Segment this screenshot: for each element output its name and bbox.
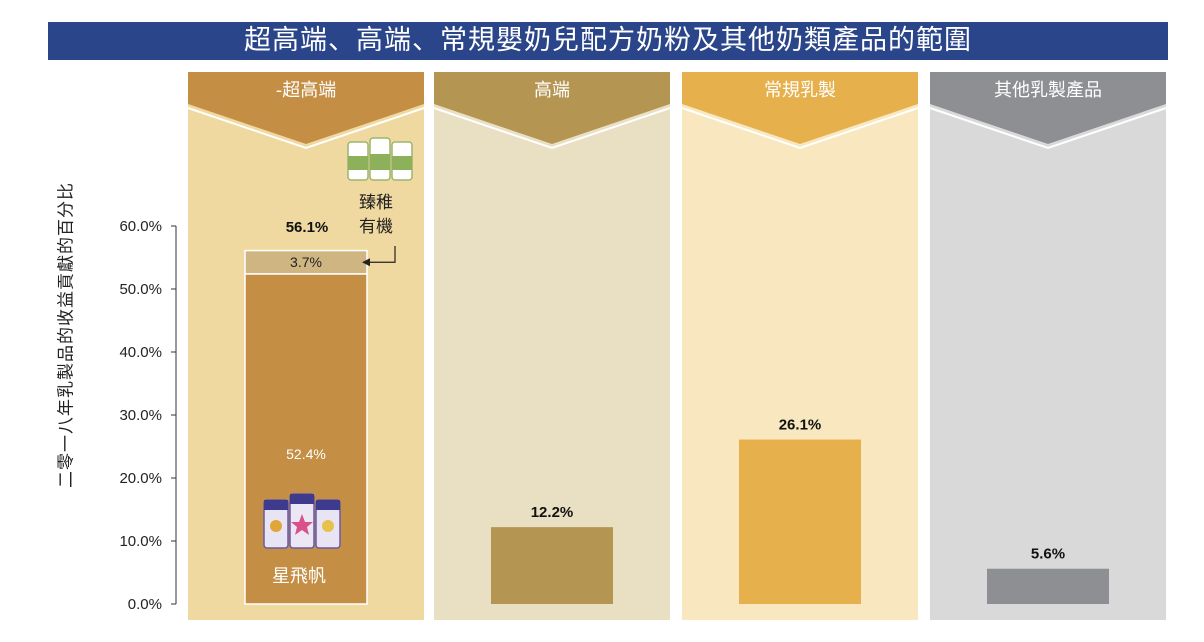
panel-other-background bbox=[930, 72, 1166, 620]
main-brand-label: 星飛帆 bbox=[272, 566, 326, 587]
chart-title: 超高端、高端、常規嬰奶兒配方奶粉及其他奶類產品的範圍 bbox=[48, 22, 1168, 60]
bar-other-segment-1 bbox=[987, 568, 1109, 604]
panel-other-header bbox=[930, 72, 1166, 144]
y-tick-label: 50.0% bbox=[119, 281, 162, 298]
bar-super-premium-total-label: 56.1% bbox=[286, 219, 329, 236]
category-label-regular: 常規乳製 bbox=[764, 80, 836, 101]
bar-super-premium-segment-2-label: 3.7% bbox=[290, 254, 322, 270]
y-tick-label: 60.0% bbox=[119, 218, 162, 235]
bar-other-total-label: 5.6% bbox=[1031, 546, 1065, 563]
bar-super-premium-segment-1 bbox=[244, 273, 368, 605]
y-tick-label: 20.0% bbox=[119, 470, 162, 487]
bar-regular-segment-1 bbox=[739, 439, 861, 604]
category-label-premium: 高端 bbox=[534, 80, 570, 101]
y-tick-label: 0.0% bbox=[128, 596, 162, 613]
panel-super-premium-header bbox=[188, 72, 424, 144]
y-tick-label: 30.0% bbox=[119, 407, 162, 424]
y-tick-label: 40.0% bbox=[119, 344, 162, 361]
main-product-image bbox=[263, 493, 341, 549]
category-label-super-premium: -超高端 bbox=[276, 80, 337, 101]
panel-regular-header bbox=[682, 72, 918, 144]
organic-pointer-arrowhead bbox=[362, 258, 370, 267]
organic-pointer-line bbox=[368, 246, 396, 263]
organic-product-image bbox=[347, 137, 413, 181]
panel-premium-header-divider bbox=[433, 107, 671, 150]
bar-premium-segment-1 bbox=[491, 527, 613, 604]
organic-brand-label-line1: 臻稚 bbox=[359, 193, 393, 213]
panel-other-header-divider bbox=[929, 107, 1167, 150]
category-label-other: 其他乳製產品 bbox=[994, 80, 1102, 101]
panel-regular-header-divider bbox=[681, 107, 919, 150]
y-tick-label: 10.0% bbox=[119, 533, 162, 550]
bar-super-premium-segment-1-label: 52.4% bbox=[286, 446, 326, 462]
organic-brand-label-line2: 有機 bbox=[359, 217, 393, 237]
panel-premium-header bbox=[434, 72, 670, 144]
bar-regular-total-label: 26.1% bbox=[779, 417, 822, 434]
bar-premium-total-label: 12.2% bbox=[531, 504, 574, 521]
panel-super-premium-header-divider bbox=[187, 107, 425, 150]
